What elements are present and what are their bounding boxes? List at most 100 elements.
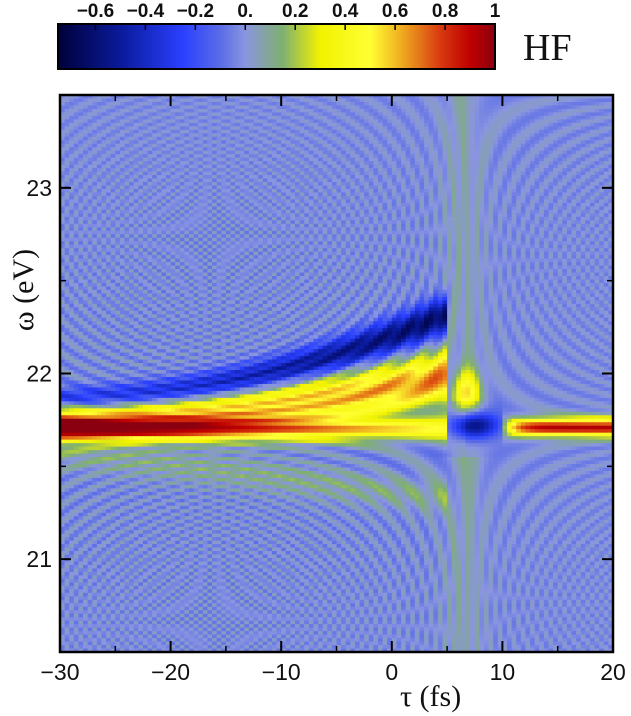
- heatmap-cell: [313, 231, 318, 235]
- heatmap-cell: [360, 213, 365, 217]
- heatmap-cell: [180, 116, 185, 120]
- heatmap-cell: [226, 116, 231, 120]
- heatmap-cell: [419, 203, 424, 207]
- heatmap-cell: [539, 186, 544, 190]
- heatmap-cell: [125, 220, 130, 224]
- heatmap-cell: [171, 199, 176, 203]
- heatmap-cell: [134, 206, 139, 210]
- heatmap-cell: [512, 210, 517, 214]
- heatmap-cell: [512, 165, 517, 169]
- heatmap-cell: [424, 119, 429, 123]
- heatmap-cell: [548, 172, 553, 176]
- heatmap-cell: [392, 133, 397, 137]
- heatmap-cell: [323, 147, 328, 151]
- heatmap-cell: [387, 210, 392, 214]
- heatmap-cell: [567, 192, 572, 196]
- heatmap-cell: [512, 234, 517, 238]
- heatmap-cell: [235, 123, 240, 127]
- heatmap-cell: [134, 234, 139, 238]
- heatmap-cell: [419, 231, 424, 235]
- heatmap-cell: [447, 217, 452, 221]
- heatmap-cell: [572, 105, 577, 109]
- heatmap-cell: [258, 189, 263, 193]
- heatmap-cell: [129, 112, 134, 116]
- heatmap-cell: [461, 192, 466, 196]
- heatmap-cell: [88, 116, 93, 120]
- heatmap-cell: [438, 154, 443, 158]
- heatmap-cell: [530, 126, 535, 130]
- heatmap-cell: [378, 144, 383, 148]
- heatmap-cell: [157, 147, 162, 151]
- heatmap-cell: [525, 126, 530, 130]
- plot-area: −30 −20 −10 0 10 20 212223: [26, 95, 625, 685]
- heatmap-cell: [466, 203, 471, 207]
- heatmap-cell: [207, 102, 212, 106]
- heatmap-cell: [134, 133, 139, 137]
- heatmap-cell: [171, 109, 176, 113]
- heatmap-cell: [143, 182, 148, 186]
- heatmap-cell: [475, 112, 480, 116]
- heatmap-cell: [148, 168, 153, 172]
- heatmap-cell: [548, 105, 553, 109]
- heatmap-cell: [180, 158, 185, 162]
- heatmap-cell: [171, 196, 176, 200]
- heatmap-cell: [548, 186, 553, 190]
- heatmap-cell: [572, 112, 577, 116]
- heatmap-cell: [562, 213, 567, 217]
- heatmap-cell: [138, 217, 143, 221]
- heatmap-cell: [83, 217, 88, 221]
- heatmap-cell: [323, 210, 328, 214]
- heatmap-cell: [152, 158, 157, 162]
- heatmap-cell: [415, 189, 420, 193]
- heatmap-cell: [521, 182, 526, 186]
- heatmap-cell: [300, 154, 305, 158]
- heatmap-cell: [484, 98, 489, 102]
- heatmap-cell: [544, 217, 549, 221]
- heatmap-cell: [493, 133, 498, 137]
- heatmap-cell: [433, 189, 438, 193]
- heatmap-cell: [576, 154, 581, 158]
- heatmap-cell: [78, 126, 83, 130]
- heatmap-cell: [92, 133, 97, 137]
- heatmap-cell: [286, 172, 291, 176]
- heatmap-cell: [115, 144, 120, 148]
- heatmap-cell: [364, 210, 369, 214]
- heatmap-cell: [521, 189, 526, 193]
- heatmap-cell: [581, 116, 586, 120]
- heatmap-cell: [207, 151, 212, 155]
- heatmap-cell: [129, 189, 134, 193]
- heatmap-cell: [581, 98, 586, 102]
- heatmap-cell: [433, 231, 438, 235]
- heatmap-cell: [189, 112, 194, 116]
- heatmap-cell: [599, 210, 604, 214]
- heatmap-cell: [360, 179, 365, 183]
- heatmap-cell: [207, 231, 212, 235]
- heatmap-cell: [240, 175, 245, 179]
- heatmap-cell: [221, 151, 226, 155]
- heatmap-cell: [364, 224, 369, 228]
- heatmap-cell: [383, 116, 388, 120]
- heatmap-cell: [581, 213, 586, 217]
- heatmap-cell: [217, 123, 222, 127]
- heatmap-cell: [498, 199, 503, 203]
- heatmap-cell: [203, 213, 208, 217]
- heatmap-cell: [235, 126, 240, 130]
- heatmap-cell: [558, 172, 563, 176]
- heatmap-cell: [484, 116, 489, 120]
- heatmap-cell: [254, 224, 259, 228]
- heatmap-cell: [341, 98, 346, 102]
- heatmap-cell: [470, 109, 475, 113]
- heatmap-cell: [180, 224, 185, 228]
- heatmap-cell: [97, 231, 102, 235]
- heatmap-cell: [355, 227, 360, 231]
- heatmap-cell: [410, 224, 415, 228]
- heatmap-cell: [452, 147, 457, 151]
- heatmap-cell: [396, 168, 401, 172]
- heatmap-cell: [120, 140, 125, 144]
- heatmap-cell: [498, 158, 503, 162]
- heatmap-cell: [83, 98, 88, 102]
- heatmap-cell: [581, 105, 586, 109]
- heatmap-cell: [410, 158, 415, 162]
- heatmap-cell: [309, 220, 314, 224]
- heatmap-cell: [157, 98, 162, 102]
